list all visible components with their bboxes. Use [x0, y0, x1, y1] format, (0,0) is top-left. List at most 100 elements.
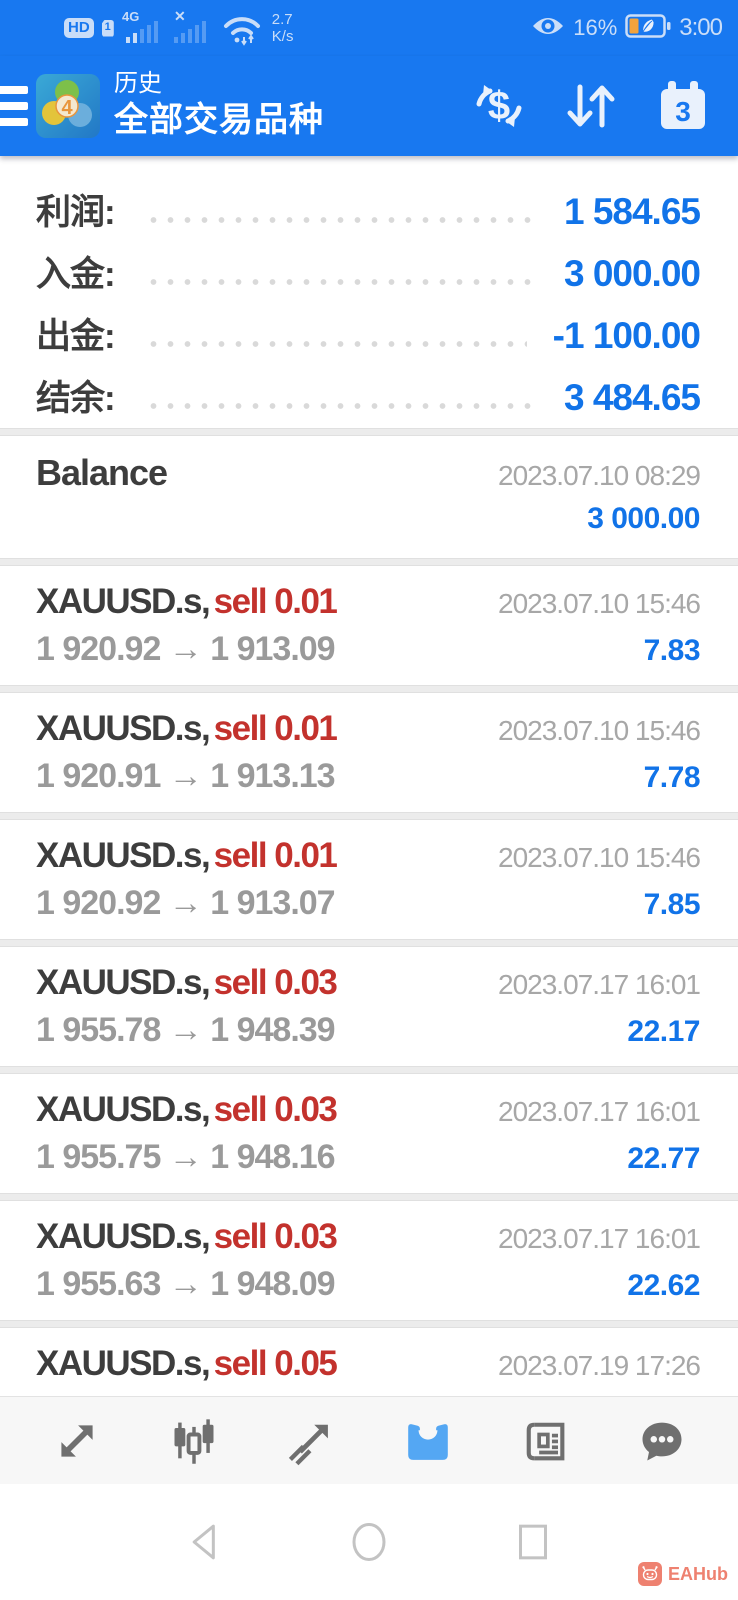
svg-text:4: 4 [61, 97, 73, 119]
trade-side: sell 0.03 [213, 963, 338, 1002]
calendar-badge: 3 [675, 96, 691, 127]
trade-profit: 22.62 [627, 1269, 700, 1302]
dotted-leader [144, 216, 538, 224]
back-button[interactable] [183, 1520, 227, 1564]
trade-row[interactable]: XAUUSD.s, sell 0.05 2023.07.19 17:26 [0, 1328, 738, 1396]
status-bar: HD 1 4G ✕ [0, 0, 738, 56]
eahub-logo-icon [638, 1562, 662, 1586]
trade-symbol: XAUUSD.s, [36, 1217, 211, 1256]
trade-symbol: XAUUSD.s, [36, 836, 211, 875]
trade-prices: 1 955.63 → 1 948.09 [36, 1265, 336, 1303]
trade-prices: 1 920.91 → 1 913.13 [36, 757, 336, 795]
currency-toggle-button[interactable]: $ [470, 77, 528, 135]
divider [0, 1193, 738, 1201]
trade-side: sell 0.01 [213, 836, 338, 875]
trade-datetime: 2023.07.17 16:01 [498, 1096, 701, 1127]
calendar-period-button[interactable]: 3 [654, 77, 712, 135]
svg-text:$: $ [488, 84, 510, 128]
divider [0, 939, 738, 947]
sort-order-button[interactable] [562, 77, 620, 135]
page-title: 历史 全部交易品种 [114, 70, 324, 141]
hd-icon: HD [64, 18, 94, 38]
wifi-icon [220, 6, 264, 51]
eye-comfort-icon [531, 13, 565, 44]
summary-value: 1 584.65 [563, 191, 701, 232]
eahub-label: EAHub [668, 1563, 728, 1584]
trade-side: sell 0.05 [213, 1344, 338, 1383]
dotted-leader [144, 402, 538, 410]
trade-row[interactable]: XAUUSD.s, sell 0.01 2023.07.10 15:46 1 9… [0, 566, 738, 685]
recents-button[interactable] [511, 1520, 555, 1564]
trade-prices: 1 920.92 → 1 913.07 [36, 884, 336, 922]
summary-row-withdrawal: 出金: -1 100.00 [36, 308, 701, 370]
summary-label: 结余: [36, 379, 116, 418]
summary-value: 3 484.65 [563, 377, 701, 418]
trade-side: sell 0.01 [213, 582, 338, 621]
signal-4g-icon: 4G [122, 6, 164, 51]
balance-datetime: 2023.07.10 08:29 [498, 460, 701, 491]
trade-profit: 22.77 [627, 1142, 700, 1175]
eahub-watermark: EAHub [638, 1562, 728, 1586]
news-tab-icon[interactable] [510, 1406, 580, 1476]
trade-profit: 22.17 [627, 1015, 700, 1048]
trade-row[interactable]: XAUUSD.s, sell 0.03 2023.07.17 16:01 1 9… [0, 1201, 738, 1320]
android-navigation-bar: EAHub [0, 1484, 738, 1600]
signal-no-service-icon: ✕ [172, 6, 212, 51]
divider [0, 428, 738, 436]
balance-label: Balance [36, 452, 168, 493]
mt4-app-icon: 4 [36, 74, 100, 138]
trade-profit: 7.78 [643, 761, 701, 794]
trade-symbol: XAUUSD.s, [36, 1344, 211, 1383]
trade-symbol: XAUUSD.s, [36, 709, 211, 748]
balance-row[interactable]: Balance 2023.07.10 08:29 3 000.00 [0, 436, 738, 558]
trade-profit: 7.85 [643, 888, 701, 921]
summary-label: 利润: [36, 193, 116, 232]
charts-tab-icon[interactable] [159, 1406, 229, 1476]
trade-datetime: 2023.07.17 16:01 [498, 1223, 701, 1254]
summary-label: 出金: [36, 317, 116, 356]
dotted-leader [144, 340, 527, 348]
trade-side: sell 0.03 [213, 1090, 338, 1129]
trade-prices: 1 955.75 → 1 948.16 [36, 1138, 336, 1176]
summary-row-profit: 利润: 1 584.65 [36, 184, 701, 246]
summary-value: 3 000.00 [563, 253, 701, 294]
balance-amount: 3 000.00 [587, 502, 700, 535]
network-speed: 2.7 K/s [271, 10, 294, 45]
trade-row[interactable]: XAUUSD.s, sell 0.03 2023.07.17 16:01 1 9… [0, 1074, 738, 1193]
trade-datetime: 2023.07.10 15:46 [498, 715, 701, 746]
trade-symbol: XAUUSD.s, [36, 582, 211, 621]
trade-side: sell 0.03 [213, 1217, 338, 1256]
dotted-leader [144, 278, 538, 286]
app-header: 4 历史 全部交易品种 $ [0, 56, 738, 156]
summary-row-deposit: 入金: 3 000.00 [36, 246, 701, 308]
trade-row[interactable]: XAUUSD.s, sell 0.03 2023.07.17 16:01 1 9… [0, 947, 738, 1066]
sim-card-icon: 1 [101, 19, 114, 37]
history-list[interactable]: 利润: 1 584.65 入金: 3 000.00 出金: -1 100.00 … [0, 156, 738, 1396]
clock-time: 3:00 [679, 14, 723, 41]
history-tab-icon[interactable] [393, 1406, 463, 1476]
trade-side: sell 0.01 [213, 709, 338, 748]
divider [0, 812, 738, 820]
divider [0, 1320, 738, 1328]
trade-prices: 1 955.78 → 1 948.39 [36, 1011, 336, 1049]
trade-symbol: XAUUSD.s, [36, 963, 211, 1002]
trade-datetime: 2023.07.19 17:26 [498, 1350, 701, 1381]
trade-prices: 1 920.92 → 1 913.09 [36, 630, 336, 668]
messages-tab-icon[interactable] [627, 1406, 697, 1476]
battery-icon [625, 13, 671, 44]
menu-icon[interactable] [0, 86, 28, 126]
divider [0, 558, 738, 566]
bottom-toolbar [0, 1396, 738, 1484]
page-title-symbols: 全部交易品种 [114, 101, 324, 140]
divider [0, 1066, 738, 1074]
quotes-tab-icon[interactable] [42, 1406, 112, 1476]
network-type-glyph: 4G [122, 9, 139, 24]
trade-row[interactable]: XAUUSD.s, sell 0.01 2023.07.10 15:46 1 9… [0, 693, 738, 812]
trade-row[interactable]: XAUUSD.s, sell 0.01 2023.07.10 15:46 1 9… [0, 820, 738, 939]
home-button[interactable] [347, 1520, 391, 1564]
trade-tab-icon[interactable] [276, 1406, 346, 1476]
summary-row-balance: 结余: 3 484.65 [36, 370, 701, 432]
trade-datetime: 2023.07.17 16:01 [498, 969, 701, 1000]
page-title-history: 历史 [114, 70, 162, 98]
